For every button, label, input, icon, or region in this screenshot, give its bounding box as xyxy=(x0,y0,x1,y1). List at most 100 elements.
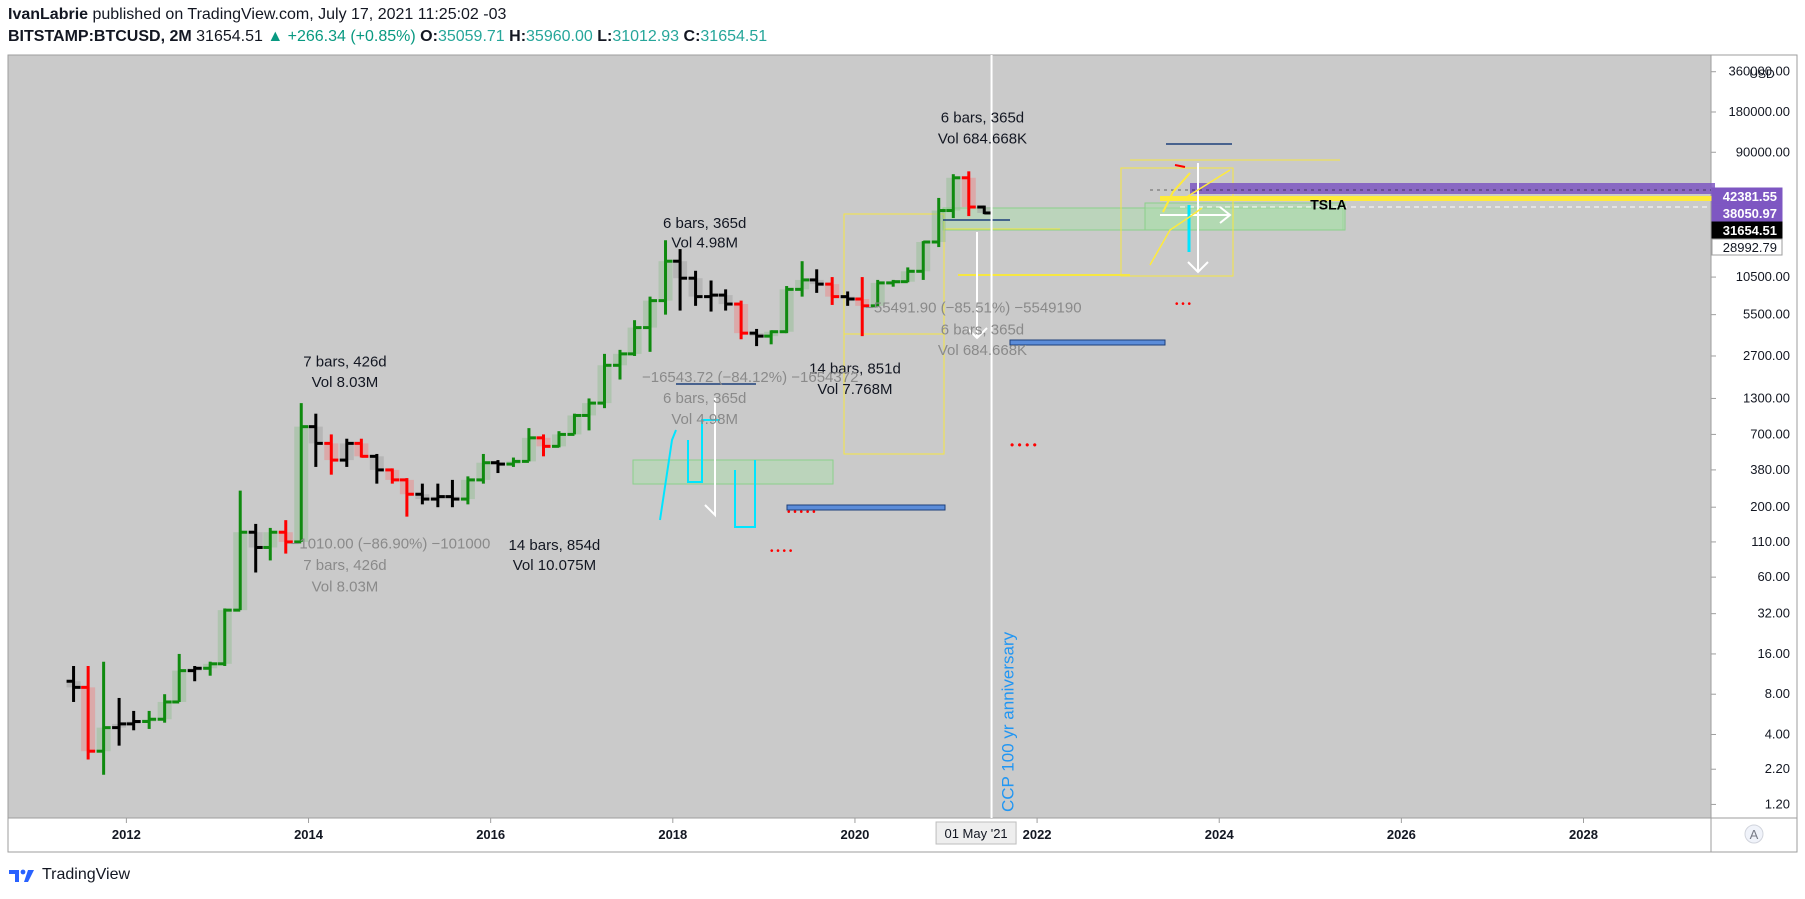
measure-drawings: • • • • • • • • • • • • • • • • xyxy=(659,143,1232,557)
open-label: O: xyxy=(420,28,438,45)
y-tick-label: 90000.00 xyxy=(1736,144,1790,159)
measure-annotation: Vol 8.03M xyxy=(312,374,379,391)
x-tick-label: 2012 xyxy=(112,827,141,842)
tradingview-logo-icon xyxy=(9,869,34,882)
time-axis-labels: 2012 2014 2016 2018 2020 2022 2024 2026 2028 01 M… xyxy=(112,818,1598,845)
y-tick-label: 2.20 xyxy=(1765,761,1790,776)
date-label: 01 May '21 xyxy=(944,826,1007,841)
y-tick-label: 8.00 xyxy=(1765,686,1790,701)
brand-name: TradingView xyxy=(42,866,131,883)
price-tag-box xyxy=(1711,221,1783,239)
close-value: 31654.51 xyxy=(700,28,768,45)
vertical-note: CCP 100 yr anniversary xyxy=(999,631,1018,812)
low-value: 31012.93 xyxy=(612,28,680,45)
open-value: 35059.71 xyxy=(437,28,505,45)
y-tick-label: 360000.00 xyxy=(1729,64,1790,79)
measure-annotation: 6 bars, 365d xyxy=(663,215,746,232)
measure-annotation: Vol 684.668K xyxy=(938,342,1027,359)
red-dots-2021: • • • xyxy=(1175,299,1192,310)
x-tick-label: 2028 xyxy=(1569,827,1598,842)
x-tick-label: 2026 xyxy=(1387,827,1416,842)
x-tick-label: 2020 xyxy=(840,827,869,842)
author-name[interactable]: IvanLabrie xyxy=(8,6,89,23)
measure-annotation: 6 bars, 365d xyxy=(941,110,1024,127)
measure-annotation: 7 bars, 426d xyxy=(303,557,386,574)
down-arrow-2018-head xyxy=(966,327,988,340)
axis-unit-label: USD xyxy=(1749,67,1775,81)
symbol-name[interactable]: BITSTAMP:BTCUSD, 2M xyxy=(8,28,192,45)
down-arrow-2014 xyxy=(704,398,716,518)
time-axis[interactable] xyxy=(7,817,1712,853)
fib-box-2017-inner xyxy=(843,333,945,455)
axis-corner xyxy=(1710,817,1798,853)
y-tick-label: 1300.00 xyxy=(1743,390,1790,405)
measure-annotation: 7 bars, 426d xyxy=(303,354,386,371)
support-zone-2018 xyxy=(942,207,1344,231)
measure-annotation: −1010.00 (−86.90%) −101000 xyxy=(291,536,491,553)
brand-footer[interactable]: TradingView xyxy=(8,866,130,884)
red-dots-2015b: • • • • • xyxy=(787,507,816,518)
low-label: L: xyxy=(597,28,613,45)
measure-annotation: Vol 684.668K xyxy=(938,130,1027,147)
x-tick-label: 2014 xyxy=(294,827,324,842)
price-axis[interactable] xyxy=(1710,54,1798,819)
measure-annotation: Vol 8.03M xyxy=(312,578,379,595)
last-price: 31654.51 xyxy=(196,28,263,45)
right-arrow-2021-head xyxy=(1219,206,1232,224)
price-change: ▲ +266.34 (+0.85%) xyxy=(267,28,416,45)
published-text: published on TradingView.com, July 17, 2… xyxy=(92,6,507,23)
measure-annotation: 6 bars, 365d xyxy=(663,390,746,407)
price-tag-box xyxy=(1711,187,1783,205)
y-tick-label: 10500.00 xyxy=(1736,269,1790,284)
y-tick-label: 200.00 xyxy=(1750,499,1790,514)
auto-scale-button[interactable] xyxy=(1744,824,1764,844)
y-tick-label: 1.20 xyxy=(1765,796,1790,811)
range-bar-2019 xyxy=(1009,339,1166,346)
y-tick-label: 4.00 xyxy=(1765,726,1790,741)
x-tick-label: 2016 xyxy=(476,827,505,842)
cyan-path-2014 xyxy=(687,419,720,483)
fib-box-2021 xyxy=(1120,167,1234,277)
y-tick-label: 380.00 xyxy=(1750,462,1790,477)
auto-scale-letter: A xyxy=(1750,827,1759,842)
y-tick-label: 60.00 xyxy=(1757,569,1790,584)
red-mark-2021 xyxy=(1174,164,1186,168)
publish-info: IvanLabrie published on TradingView.com,… xyxy=(8,6,506,24)
x-tick-label: 2024 xyxy=(1205,827,1235,842)
x-tick-label: 2022 xyxy=(1023,827,1052,842)
yellow-band xyxy=(1160,196,1715,201)
yellow-trend-2020 xyxy=(1149,207,1203,266)
cyan-path-2015 xyxy=(734,460,756,528)
price-axis-labels: 1.20 2.20 4.00 8.00 16.00 32.00 60.00 110.00 200… xyxy=(1711,64,1790,811)
high-value: 35960.00 xyxy=(526,28,593,45)
price-tag-box xyxy=(1711,238,1783,256)
drawing-zones xyxy=(632,159,1715,485)
tsla-label: TSLA xyxy=(1310,197,1347,213)
tsla-band xyxy=(1190,183,1715,194)
date-label-box xyxy=(935,821,1017,845)
symbol-legend: BITSTAMP:BTCUSD, 2M 31654.51 ▲ +266.34 (… xyxy=(8,28,767,46)
y-tick-label: 32.00 xyxy=(1757,606,1790,621)
annotations: CCP 100 yr anniversary 6 bars, 365d Vol 68… xyxy=(291,110,1347,812)
cyan-path-2013 xyxy=(659,429,677,521)
measure-annotation: 14 bars, 851d xyxy=(809,360,901,377)
close-label: C: xyxy=(683,28,701,45)
down-arrow-2021-head xyxy=(1187,261,1209,274)
price-tag-box xyxy=(1711,204,1783,222)
yellow-trend-2021b xyxy=(1184,169,1231,199)
y-tick-label: 2700.00 xyxy=(1743,348,1790,363)
y-tick-label: 5500.00 xyxy=(1743,307,1790,322)
price-tag-label: 42381.55 xyxy=(1723,189,1777,204)
price-bars xyxy=(66,171,992,775)
price-tag-label: 31654.51 xyxy=(1723,223,1777,238)
support-zone-2014 xyxy=(632,459,834,485)
x-tick-label: 2018 xyxy=(658,827,687,842)
price-tags: 42381.55 38050.97 31654.51 28992.79 xyxy=(1711,187,1783,256)
plot-area[interactable] xyxy=(7,54,1712,819)
high-label: H: xyxy=(509,28,527,45)
measure-annotation: 14 bars, 854d xyxy=(509,537,601,554)
y-tick-label: 700.00 xyxy=(1750,426,1790,441)
y-tick-label: 110.00 xyxy=(1751,534,1790,549)
measure-annotation: −16543.72 (−84.12%) −1654372 xyxy=(642,369,858,386)
